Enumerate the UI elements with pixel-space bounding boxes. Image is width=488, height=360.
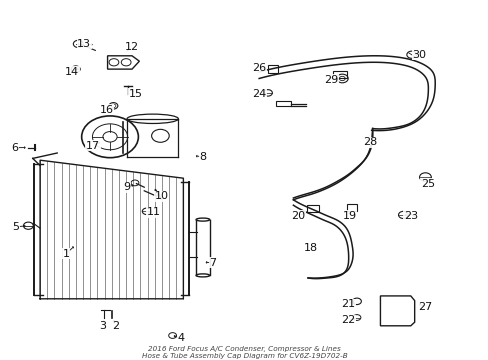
Text: 29: 29 — [324, 75, 338, 85]
Text: 14: 14 — [65, 67, 79, 77]
Text: 23: 23 — [403, 211, 417, 221]
Text: 1: 1 — [62, 249, 69, 259]
Text: 22: 22 — [340, 315, 355, 325]
Text: Hose & Tube Assembly Cap Diagram for CV6Z-19D702-B: Hose & Tube Assembly Cap Diagram for CV6… — [142, 352, 346, 359]
Text: 20: 20 — [291, 211, 305, 221]
Text: 6: 6 — [11, 143, 18, 153]
Text: 27: 27 — [417, 302, 432, 312]
Text: 30: 30 — [412, 50, 426, 60]
Text: 16: 16 — [100, 105, 113, 115]
Text: 10: 10 — [154, 191, 168, 201]
Text: 8: 8 — [199, 152, 206, 162]
Text: 4: 4 — [177, 333, 184, 343]
Bar — [276, 101, 290, 106]
Text: 3: 3 — [99, 321, 106, 331]
Text: 26: 26 — [252, 63, 265, 73]
Text: 13: 13 — [77, 39, 91, 49]
Text: 12: 12 — [125, 42, 139, 52]
Text: 2016 Ford Focus A/C Condenser, Compressor & Lines: 2016 Ford Focus A/C Condenser, Compresso… — [148, 346, 340, 352]
Text: 28: 28 — [363, 137, 377, 147]
Text: 7: 7 — [209, 258, 216, 268]
Bar — [267, 65, 277, 73]
Text: 11: 11 — [147, 207, 161, 217]
Text: 25: 25 — [420, 179, 434, 189]
Text: 18: 18 — [303, 243, 317, 253]
Text: 2: 2 — [112, 321, 119, 331]
Bar — [346, 204, 356, 211]
Text: 9: 9 — [123, 182, 130, 192]
Text: 5: 5 — [12, 222, 19, 232]
Bar — [306, 205, 319, 212]
Text: 21: 21 — [341, 299, 354, 309]
Text: 24: 24 — [251, 89, 266, 99]
Text: 19: 19 — [342, 211, 356, 221]
Text: 15: 15 — [129, 89, 142, 99]
Text: 17: 17 — [86, 141, 100, 151]
Bar — [332, 71, 346, 78]
